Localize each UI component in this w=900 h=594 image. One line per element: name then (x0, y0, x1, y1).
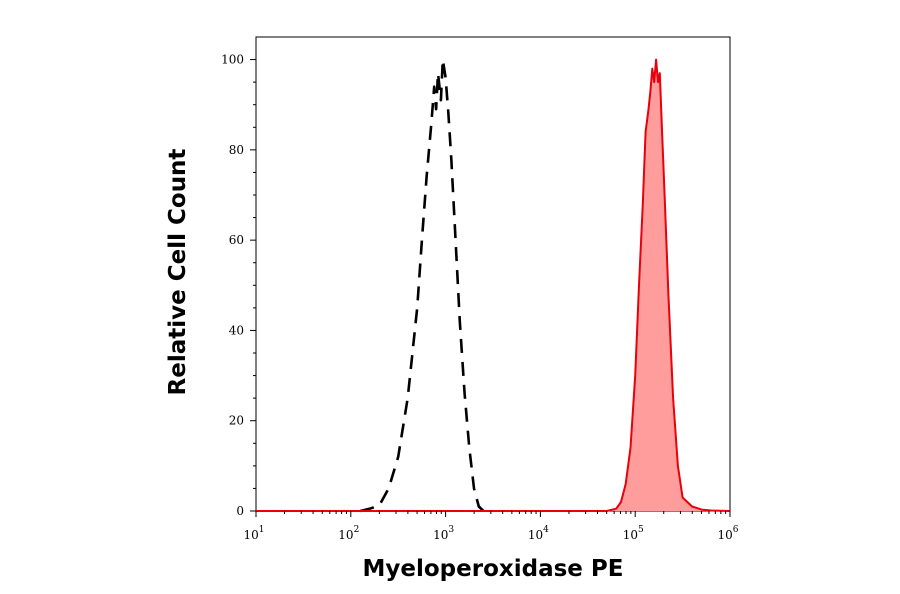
x-tick-exponent: 3 (448, 525, 454, 535)
x-tick-base: 10 (338, 528, 353, 542)
x-tick-base: 10 (433, 528, 448, 542)
x-tick-base: 10 (528, 528, 543, 542)
x-tick-exponent: 1 (259, 525, 265, 535)
series-1-fill (256, 59, 730, 511)
x-tick-label: 104 (528, 525, 549, 542)
y-axis-title: Relative Cell Count (165, 149, 191, 396)
x-tick-label: 103 (433, 525, 454, 542)
series-0-line (359, 58, 485, 513)
y-tick-label: 40 (229, 323, 244, 337)
y-axis-ticks: 0 20 40 60 80 100 (221, 53, 256, 518)
x-axis-title: Myeloperoxidase PE (363, 556, 624, 582)
x-tick-base: 10 (623, 528, 638, 542)
x-tick-base: 10 (243, 528, 258, 542)
x-tick-label: 106 (717, 525, 738, 542)
x-tick-label: 102 (338, 525, 359, 542)
x-tick-exponent: 6 (733, 525, 739, 535)
x-tick-base: 10 (717, 528, 732, 542)
y-tick-label: 80 (229, 143, 244, 157)
y-tick-label: 20 (229, 414, 244, 428)
x-tick-exponent: 5 (638, 525, 644, 535)
series-layer (256, 58, 731, 513)
x-tick-exponent: 2 (354, 525, 360, 535)
series-1-line (256, 58, 731, 512)
x-tick-label: 101 (243, 525, 264, 542)
x-axis-ticks: 101 102 103 104 105 106 (243, 511, 739, 542)
y-tick-label: 100 (221, 53, 244, 67)
x-tick-label: 105 (623, 525, 644, 542)
y-tick-label: 0 (236, 504, 244, 518)
y-tick-label: 60 (229, 233, 244, 247)
x-tick-exponent: 4 (543, 525, 549, 535)
